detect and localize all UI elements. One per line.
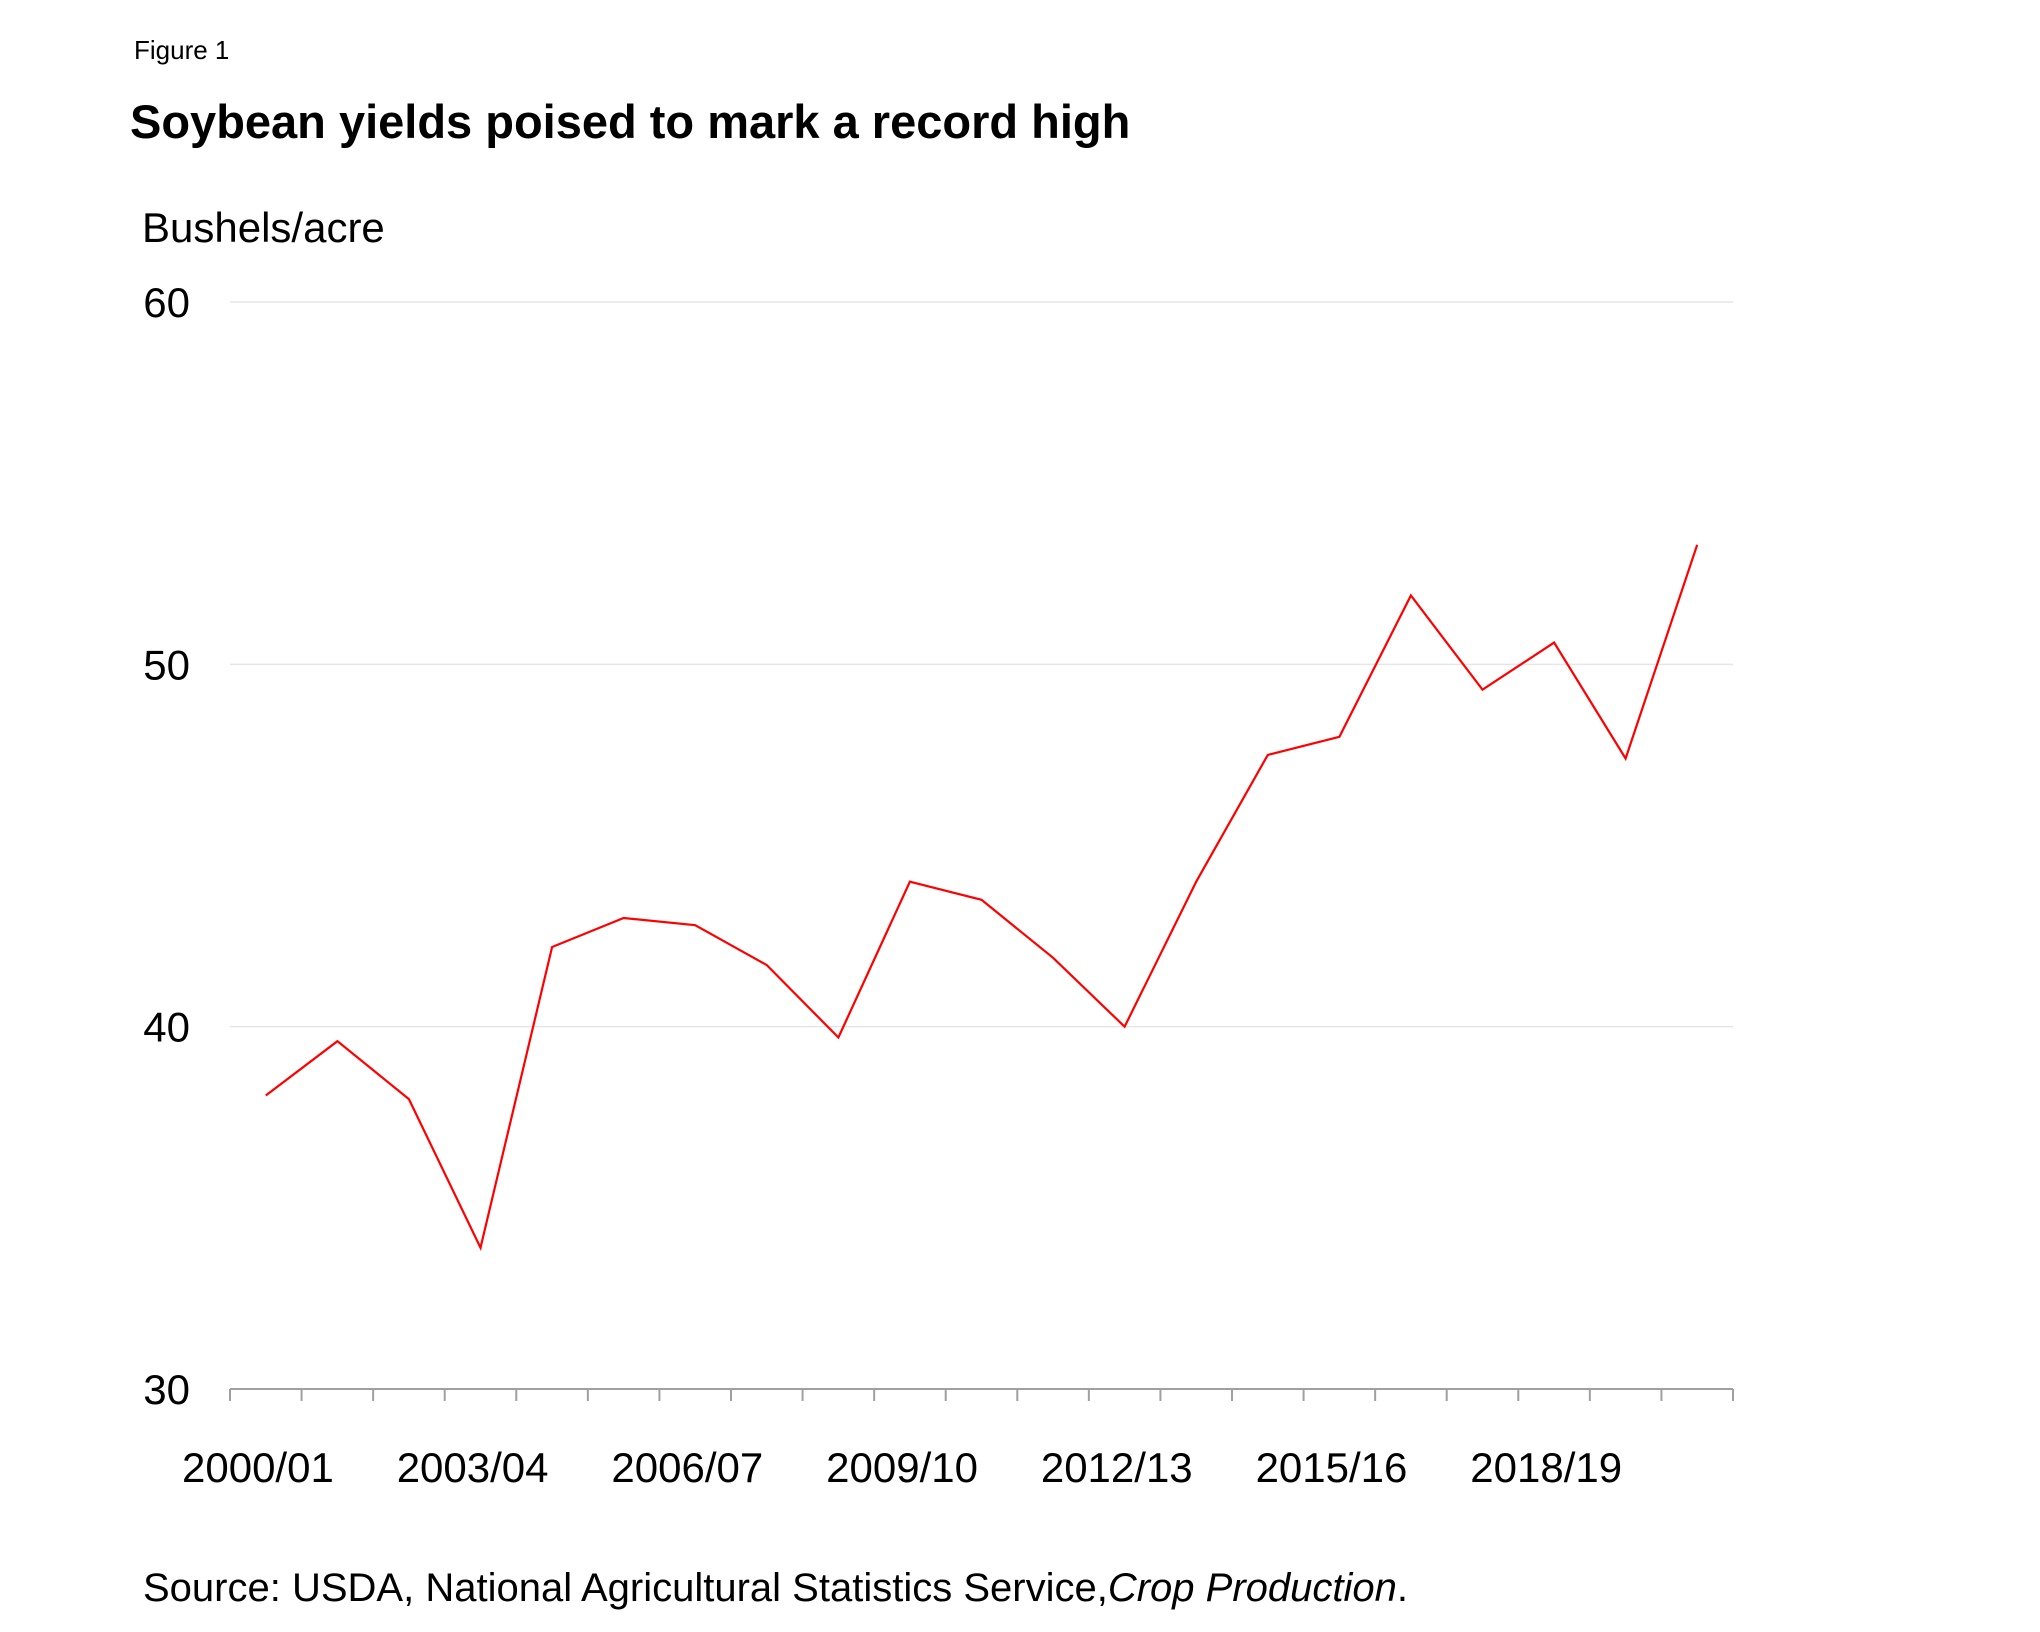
x-tick-label: 2003/04 bbox=[397, 1444, 549, 1491]
source-suffix: . bbox=[1396, 1566, 1408, 1610]
x-tick-label: 2009/10 bbox=[826, 1444, 978, 1491]
source-prefix: Source: USDA, National Agricultural Stat… bbox=[143, 1566, 1108, 1610]
chart-title: Soybean yields poised to mark a record h… bbox=[130, 95, 1131, 148]
x-tick-label: 2006/07 bbox=[611, 1444, 763, 1491]
x-tick-label: 2018/19 bbox=[1470, 1444, 1622, 1491]
x-tick-label: 2012/13 bbox=[1041, 1444, 1193, 1491]
series-line bbox=[265, 544, 1699, 1251]
y-tick-label: 60 bbox=[143, 279, 190, 326]
x-tick-label: 2015/16 bbox=[1256, 1444, 1408, 1491]
figure-label: Figure 1 bbox=[134, 35, 230, 65]
y-tick-label: 50 bbox=[143, 641, 190, 688]
source-publication: Crop Production bbox=[1107, 1566, 1397, 1610]
x-tick-label: 2000/01 bbox=[182, 1444, 334, 1491]
source-note: Source: USDA, National Agricultural Stat… bbox=[143, 1564, 1408, 1612]
y-tick-label: 30 bbox=[143, 1366, 190, 1413]
y-axis-label: Bushels/acre bbox=[142, 204, 385, 251]
y-tick-label: 40 bbox=[143, 1004, 190, 1051]
